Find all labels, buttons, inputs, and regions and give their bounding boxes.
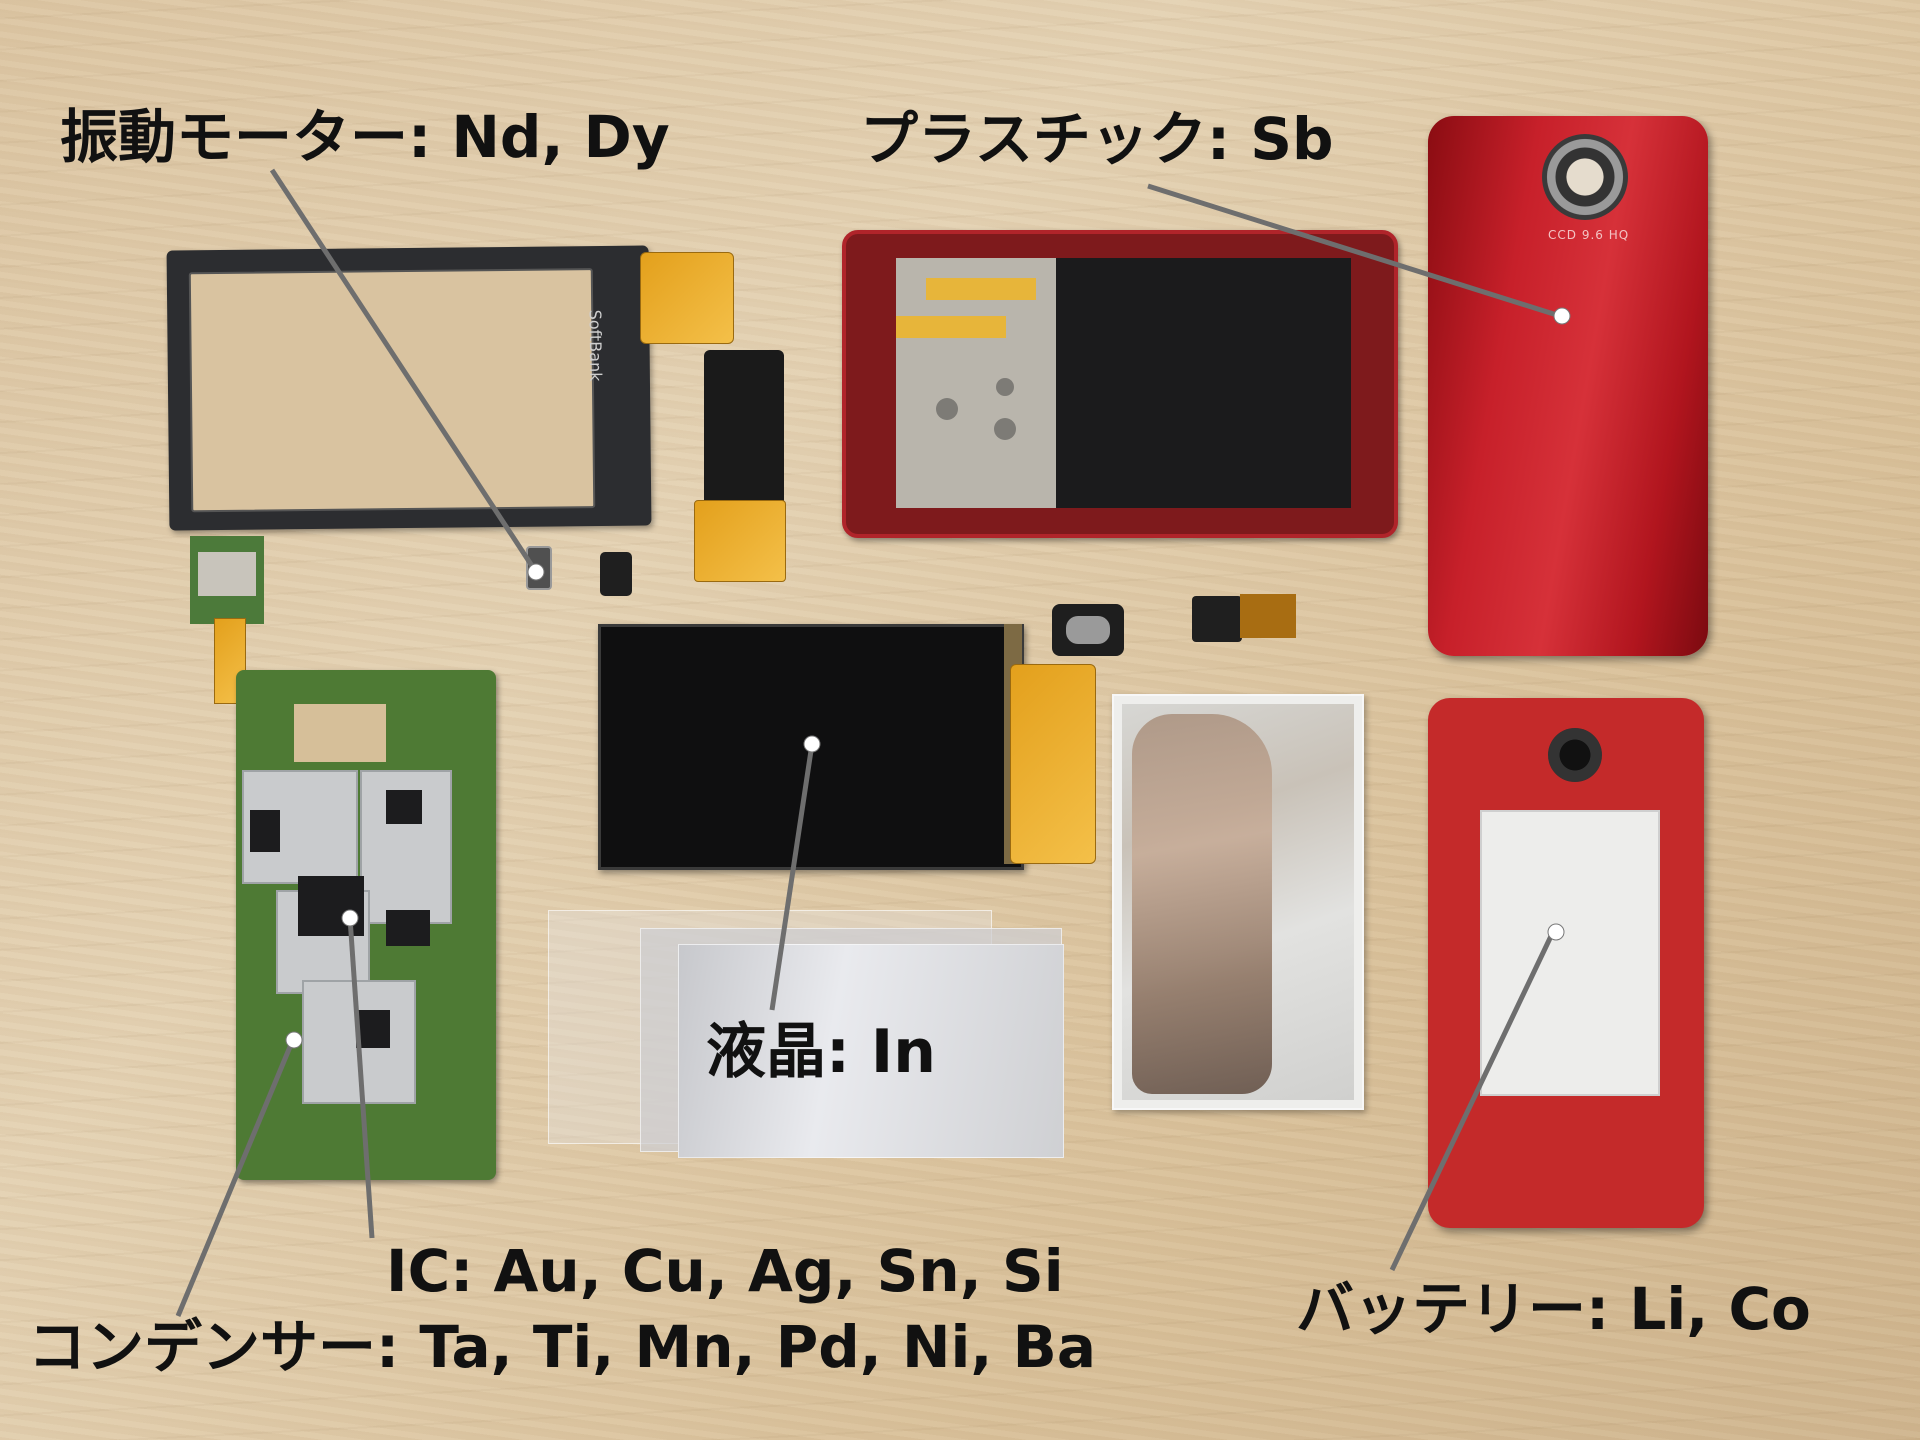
mirror-reflection: [1132, 714, 1272, 1094]
earpiece-mesh: [1066, 616, 1110, 644]
ic-chip: [250, 810, 280, 852]
small-speaker: [600, 552, 632, 596]
camera-ring: [1542, 134, 1628, 220]
mirror-surface: [1122, 704, 1354, 1100]
lcd-flex-cable: [1010, 664, 1096, 864]
mid-frame-hole: [936, 398, 958, 420]
label-plastic: プラスチック: Sb: [860, 105, 1334, 173]
mid-frame-tape: [926, 278, 1036, 300]
mid-frame-hole: [994, 418, 1016, 440]
leader-line-ic: [347, 917, 375, 1239]
pointer-dot-plastic: [1553, 307, 1571, 325]
ic-chip: [386, 790, 422, 824]
pointer-dot-capacitor: [285, 1031, 303, 1049]
battery: [1480, 810, 1660, 1096]
mid-frame-tape: [896, 316, 1006, 338]
camera-flex-cable: [1240, 594, 1296, 638]
leader-line-vibration: [269, 168, 539, 574]
mid-frame-hole: [996, 378, 1014, 396]
leader-line-plastic: [1147, 183, 1561, 319]
reflector-film: [678, 944, 1064, 1158]
rear-housing: [1428, 698, 1704, 1228]
label-capacitor: コンデンサー: Ta, Ti, Mn, Pd, Ni, Ba: [28, 1313, 1096, 1381]
vibration-motor: [526, 546, 552, 590]
label-lcd: 液晶: In: [706, 1017, 936, 1087]
touch-panel-flex-cable: [640, 252, 734, 344]
pointer-dot-battery: [1547, 923, 1565, 941]
leader-line-capacitor: [175, 1041, 295, 1317]
ic-chip: [386, 910, 430, 946]
leader-line-lcd: [769, 743, 815, 1011]
sim-board: [190, 536, 264, 624]
label-ic: IC: Au, Cu, Ag, Sn, Si: [386, 1237, 1064, 1305]
back-cover-text: CCD 9.6 HQ: [1548, 228, 1630, 242]
back-cover: CCD 9.6 HQ: [1428, 116, 1708, 656]
circuit-board-cutout: [294, 704, 386, 762]
earpiece-speaker: [1052, 604, 1124, 656]
mid-frame-black-panel: [1056, 258, 1351, 508]
pointer-dot-ic: [341, 909, 359, 927]
leader-line-battery: [1389, 932, 1555, 1272]
rear-camera: [1548, 728, 1602, 782]
mid-frame: [842, 230, 1398, 538]
audio-assembly: [694, 350, 786, 582]
camera-module: [1192, 596, 1242, 642]
mirror-sheet: [1112, 694, 1364, 1110]
label-vibration-motor: 振動モーター: Nd, Dy: [60, 103, 670, 171]
ic-chip: [356, 1010, 390, 1048]
pointer-dot-lcd: [803, 735, 821, 753]
pointer-dot-vibration: [527, 563, 545, 581]
sim-slot: [198, 552, 256, 596]
audio-flex-cable: [694, 500, 786, 582]
label-battery: バッテリー: Li, Co: [1296, 1275, 1811, 1343]
